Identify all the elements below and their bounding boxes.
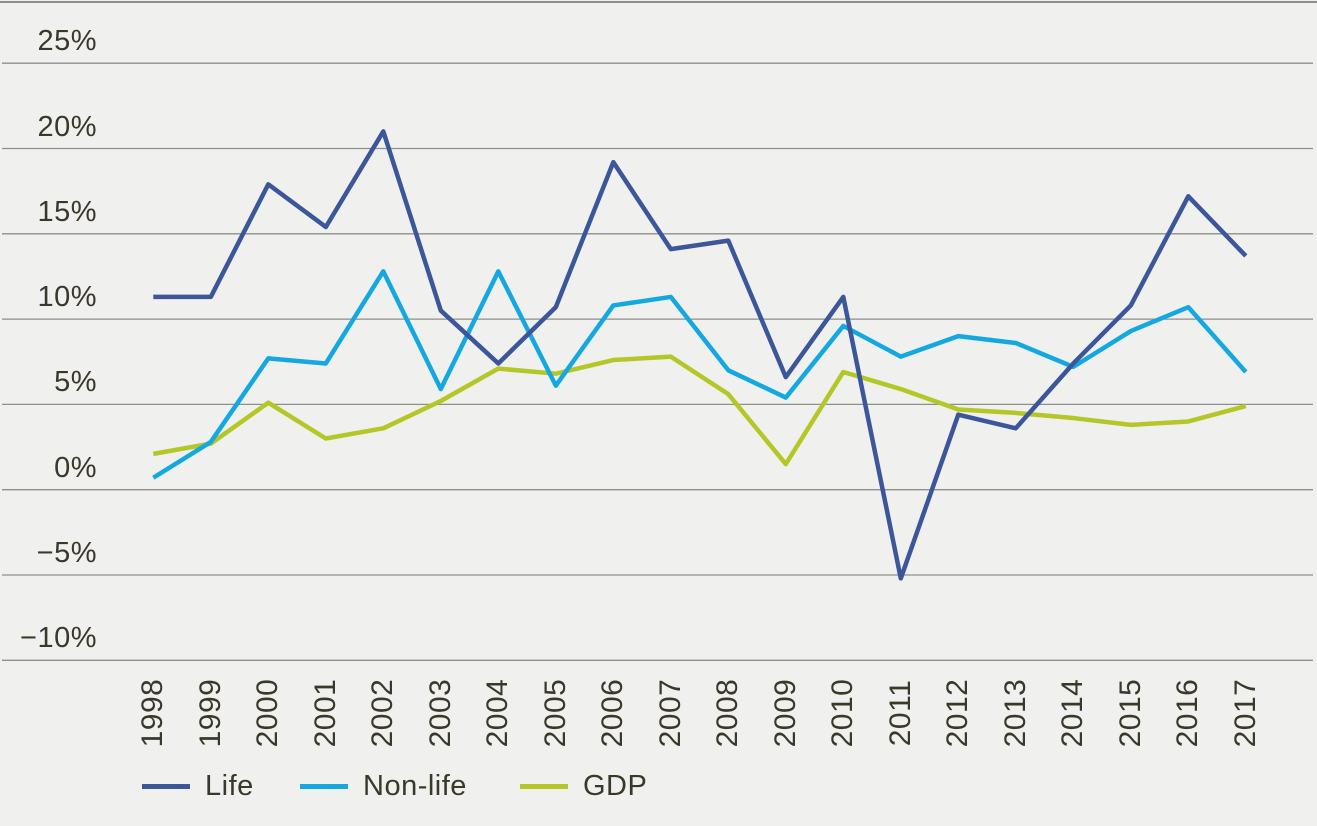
y-axis-label: −5% <box>36 537 97 569</box>
y-axis-label: 10% <box>37 281 97 314</box>
series-line-gdp <box>152 354 1247 467</box>
x-axis-label: 2016 <box>1171 678 1205 748</box>
legend-label-non-life: Non-life <box>363 769 467 802</box>
legend-item-life: Life <box>142 769 254 803</box>
x-axis-label: 2014 <box>1056 678 1090 748</box>
y-axis-label: 5% <box>54 366 97 399</box>
x-axis-label: 2002 <box>366 678 400 748</box>
x-axis-label: 2004 <box>481 678 515 748</box>
x-axis-label: 2017 <box>1228 678 1262 748</box>
legend-label-life: Life <box>205 769 254 802</box>
y-axis-label: 15% <box>37 195 97 228</box>
x-axis-label: 2010 <box>826 678 860 748</box>
x-axis-label: 2001 <box>308 678 342 748</box>
series-line-non-life <box>152 269 1248 480</box>
x-axis-label: 2011 <box>883 679 917 747</box>
gdp-line-swatch-icon <box>520 783 568 789</box>
x-axis-label: 2000 <box>251 678 285 748</box>
series-line-life <box>153 129 1248 581</box>
x-axis-label: 2015 <box>1113 678 1147 748</box>
legend-label-gdp: GDP <box>583 769 648 802</box>
x-axis-label: 2013 <box>998 678 1032 748</box>
y-axis-label: 20% <box>37 110 97 143</box>
x-axis-label: 1999 <box>193 678 227 748</box>
x-axis-label: 2006 <box>596 678 630 748</box>
x-axis-label: 2003 <box>423 678 457 748</box>
x-axis-label: 2005 <box>538 678 572 748</box>
non-life-line-swatch-icon <box>300 783 348 789</box>
y-axis-label: 25% <box>37 25 97 58</box>
legend-item-non-life: Non-life <box>300 769 467 803</box>
x-axis-label: 2009 <box>768 678 802 748</box>
y-axis-label: 0% <box>54 451 97 484</box>
y-axis-label: −10% <box>20 622 97 655</box>
x-axis-label: 2007 <box>653 678 687 748</box>
x-axis-label: 1998 <box>136 678 170 748</box>
x-axis-label: 2012 <box>941 678 975 748</box>
life-line-swatch-icon <box>142 783 190 789</box>
legend-item-gdp: GDP <box>520 769 647 803</box>
x-axis-label: 2008 <box>711 678 745 748</box>
